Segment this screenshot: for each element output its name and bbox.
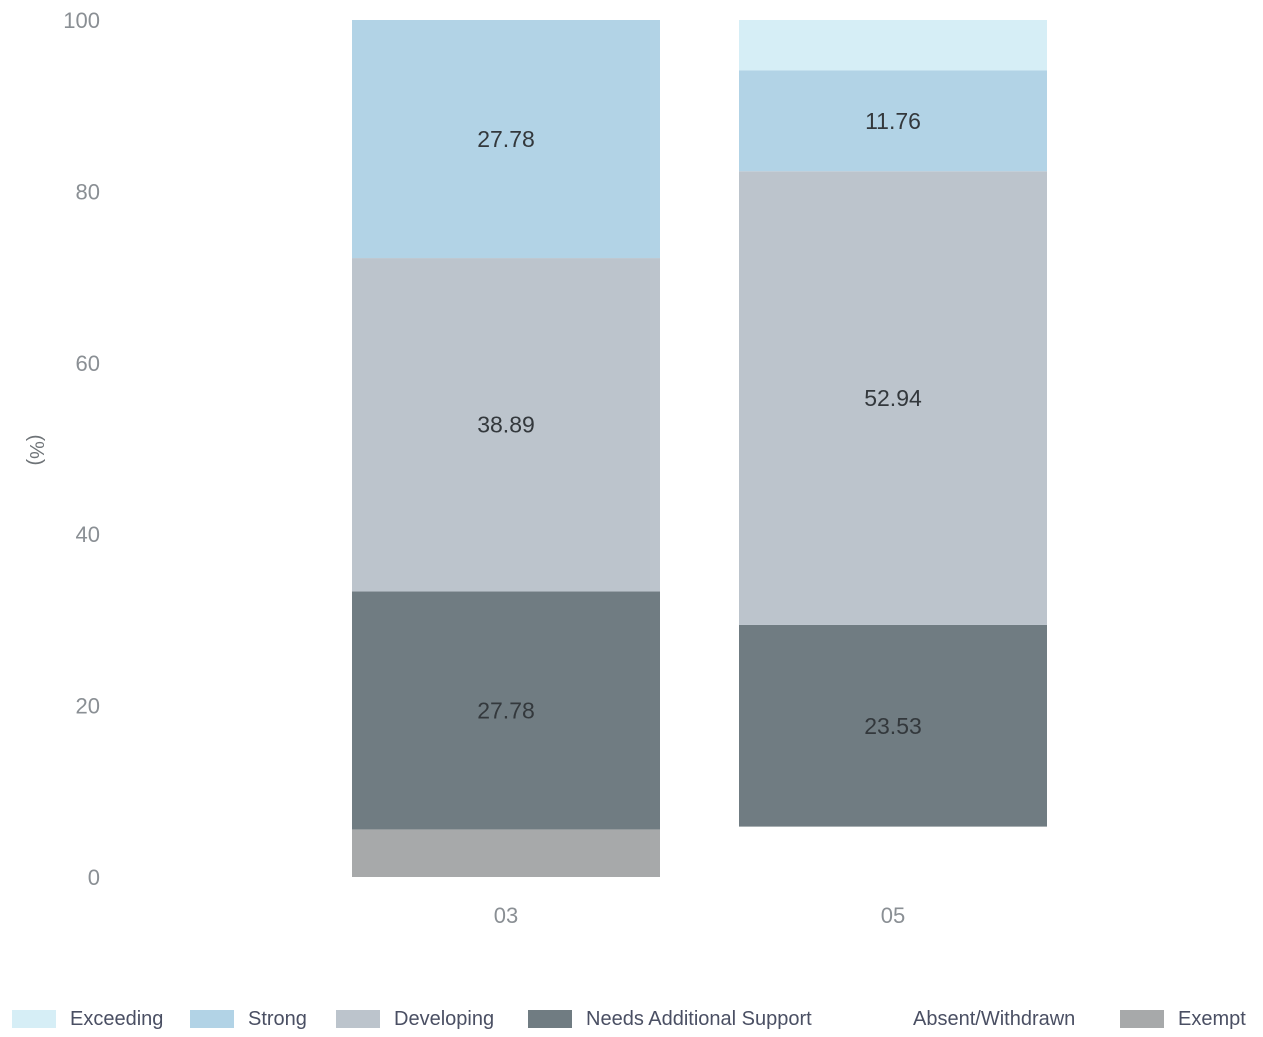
legend-label: Developing (394, 1007, 495, 1030)
data-label: 23.53 (864, 713, 922, 739)
stacked-bar-chart: 0 20 40 60 80 100 (%) 27.78 38.89 27.78 23.53 52.… (25, 8, 1047, 928)
y-tick-label: 20 (76, 694, 100, 719)
bar-segment (739, 171, 1047, 625)
x-tick-label: 03 (494, 903, 518, 928)
bar-segment (739, 20, 1047, 71)
x-tick-label: 05 (881, 903, 905, 928)
legend-swatch (1120, 1010, 1164, 1028)
y-tick-label: 60 (76, 351, 100, 376)
data-label: 38.89 (477, 412, 535, 438)
y-tick-label: 80 (76, 179, 100, 204)
legend-item: Needs Additional Support (528, 1004, 812, 1034)
legend-swatch (528, 1010, 572, 1028)
legend-swatch (190, 1010, 234, 1028)
data-label: 52.94 (864, 385, 922, 411)
bar-segment (352, 20, 660, 259)
bar-segment (352, 258, 660, 592)
legend-item: Developing (336, 1004, 494, 1034)
legend-item: Absent/Withdrawn (855, 1004, 1075, 1034)
y-tick-label: 0 (88, 865, 100, 890)
y-tick-label: 40 (76, 522, 100, 547)
legend-label: Exceeding (70, 1007, 164, 1030)
legend-label: Needs Additional Support (586, 1007, 812, 1030)
data-label: 11.76 (865, 108, 921, 134)
legend: Exceeding Strong Developing Needs Additiona… (0, 1004, 1263, 1034)
legend-swatch (336, 1010, 380, 1028)
legend-label: Strong (248, 1007, 307, 1030)
bar-segment (739, 624, 1047, 827)
data-label: 27.78 (477, 697, 535, 723)
x-axis: 03 05 (494, 903, 905, 928)
bar-segment (739, 70, 1047, 172)
bar-segment (739, 826, 1047, 877)
y-axis: 0 20 40 60 80 100 (63, 8, 100, 890)
y-tick-label: 100 (63, 8, 100, 33)
data-label: 27.78 (477, 126, 535, 152)
legend-item: Exceeding (12, 1004, 163, 1034)
bar-segment (352, 829, 660, 877)
legend-item: Exempt (1120, 1004, 1246, 1034)
bar-segment (352, 591, 660, 830)
legend-item: Strong (190, 1004, 307, 1034)
bars: 27.78 38.89 27.78 23.53 52.94 11.76 (352, 20, 1047, 877)
y-axis-title: (%) (25, 434, 47, 465)
legend-swatch (855, 1010, 899, 1028)
legend-label: Exempt (1178, 1007, 1246, 1030)
legend-label: Absent/Withdrawn (913, 1007, 1076, 1030)
legend-swatch (12, 1010, 56, 1028)
